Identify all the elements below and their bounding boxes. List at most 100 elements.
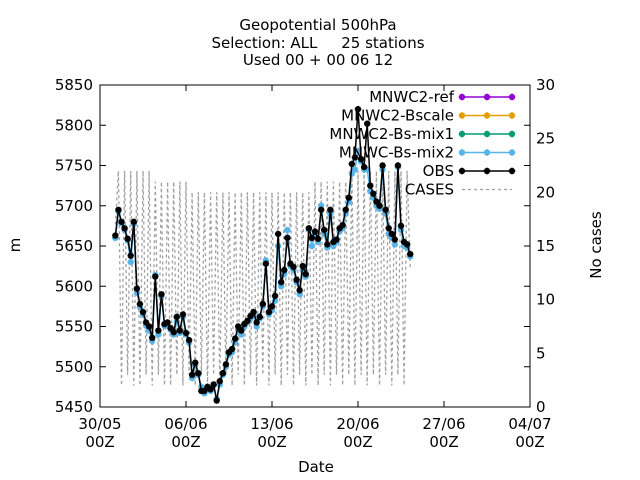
data-point	[268, 307, 276, 314]
data-point	[241, 320, 248, 328]
data-point	[262, 260, 270, 267]
x-tick-label: 00Z	[515, 433, 544, 451]
y-tick-label: 5550	[55, 318, 93, 336]
y2-tick-label: 20	[536, 183, 555, 201]
y-tick-label: 5450	[55, 398, 93, 416]
x-tick-label: 00Z	[257, 433, 286, 451]
data-point	[130, 218, 137, 226]
data-point	[385, 225, 392, 232]
data-point	[149, 337, 156, 345]
data-point	[127, 258, 134, 266]
data-point	[367, 182, 374, 189]
data-point	[336, 225, 343, 232]
x-axis-label: Date	[298, 458, 334, 476]
data-point	[324, 241, 331, 248]
data-point	[219, 369, 227, 377]
data-point	[299, 262, 306, 270]
data-point	[158, 291, 165, 298]
x-tick-label: 04/07	[508, 415, 551, 433]
data-point	[287, 260, 294, 267]
y-tick-label: 5850	[55, 76, 93, 94]
legend-marker	[483, 130, 491, 138]
data-point	[360, 163, 368, 171]
data-point	[204, 383, 211, 391]
data-point	[376, 202, 383, 209]
data-point	[327, 206, 334, 213]
data-point	[271, 297, 279, 304]
data-point	[391, 241, 399, 248]
data-point	[179, 311, 187, 318]
data-point	[397, 226, 405, 234]
legend-label: MNWC-Bs-mix2	[339, 144, 454, 162]
data-point	[302, 270, 309, 278]
data-point	[247, 312, 254, 320]
x-tick-label: 00Z	[429, 433, 458, 451]
data-point	[364, 120, 371, 127]
chart-title-line-2: Selection: ALL 25 stations	[211, 34, 424, 52]
legend-marker	[458, 167, 466, 175]
data-point	[342, 206, 349, 213]
data-point	[305, 225, 313, 232]
data-point	[321, 226, 328, 234]
series-obs	[112, 105, 414, 404]
data-point	[407, 250, 414, 258]
data-point	[222, 361, 230, 368]
data-point	[339, 221, 346, 229]
data-point	[142, 319, 150, 326]
y2-tick-label: 25	[536, 130, 555, 148]
data-point	[281, 266, 288, 274]
data-point	[290, 263, 297, 271]
data-point	[253, 319, 260, 326]
legend-marker	[508, 167, 516, 175]
data-point	[281, 270, 288, 278]
data-point	[351, 154, 359, 161]
y2-tick-label: 15	[536, 237, 555, 255]
data-point	[296, 287, 303, 294]
data-point	[388, 234, 395, 242]
data-point	[364, 166, 371, 173]
legend-marker	[483, 112, 491, 119]
data-point	[235, 323, 242, 330]
y2-tick-label: 30	[536, 76, 555, 94]
data-point	[290, 266, 297, 274]
plot-area: 5450 5500 5550 5600 5650 5700 5750 5800 5850 0 5 10…	[55, 76, 555, 451]
data-point	[238, 327, 245, 334]
data-point	[207, 386, 214, 393]
data-point	[164, 319, 171, 326]
data-point	[149, 334, 156, 341]
series-cases	[114, 170, 411, 386]
data-point	[311, 228, 319, 235]
chart-title-line-1: Geopotential 500hPa	[239, 16, 396, 34]
data-point	[231, 335, 239, 342]
data-point	[367, 188, 374, 195]
data-point	[373, 198, 380, 205]
data-point	[182, 329, 190, 337]
data-point	[370, 194, 377, 201]
chart-title-line-3: Used 00 + 00 06 12	[243, 51, 393, 69]
x-tick-label: 27/06	[422, 415, 465, 433]
data-point	[314, 235, 322, 242]
x-tick-label: 13/06	[250, 415, 293, 433]
data-point	[256, 313, 263, 321]
data-point	[118, 218, 125, 226]
data-point	[400, 238, 408, 246]
data-point	[112, 232, 119, 239]
data-point	[379, 162, 386, 169]
data-point	[192, 359, 199, 366]
data-point	[127, 252, 134, 259]
data-point	[284, 234, 291, 242]
data-point	[296, 291, 303, 298]
data-point	[188, 371, 196, 378]
data-point	[293, 276, 300, 284]
data-point	[145, 327, 153, 334]
y-tick-label: 5750	[55, 157, 93, 175]
data-point	[121, 225, 128, 232]
data-point	[391, 236, 399, 243]
data-point	[357, 155, 365, 163]
legend-label: MNWC2-ref	[369, 88, 454, 106]
data-point	[400, 242, 408, 250]
legend-marker	[508, 149, 516, 156]
data-point	[259, 300, 266, 308]
legend-marker	[483, 93, 491, 101]
